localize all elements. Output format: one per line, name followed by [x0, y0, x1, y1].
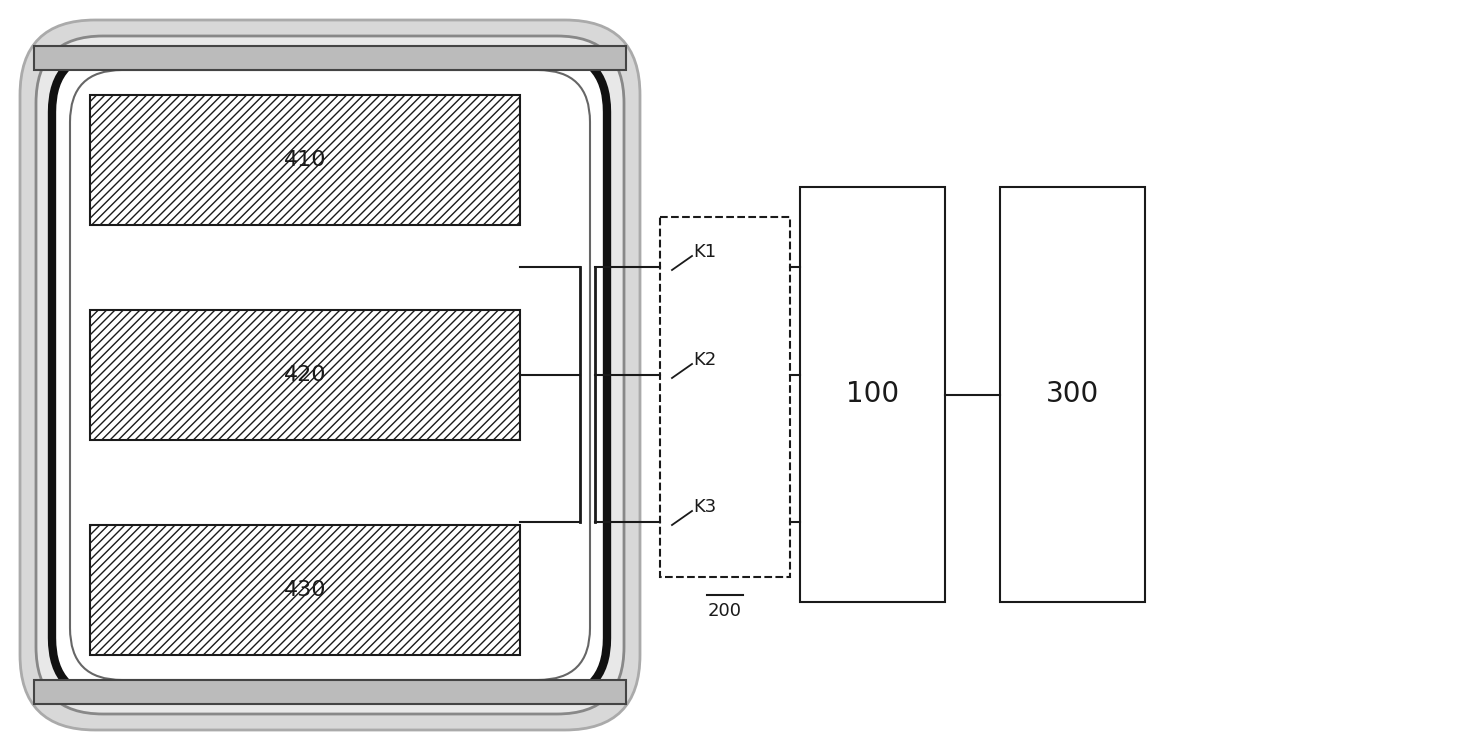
FancyBboxPatch shape: [70, 70, 589, 680]
FancyBboxPatch shape: [37, 36, 625, 714]
Text: 200: 200: [708, 602, 742, 620]
FancyBboxPatch shape: [21, 20, 641, 730]
Bar: [800, 187, 946, 602]
Text: 300: 300: [1045, 381, 1100, 409]
Text: 430: 430: [284, 580, 327, 600]
Bar: [660, 217, 790, 577]
Text: K3: K3: [693, 498, 717, 516]
Text: 420: 420: [284, 365, 327, 385]
Bar: [1000, 187, 1145, 602]
Text: K1: K1: [693, 243, 715, 261]
Bar: [34, 46, 626, 70]
Bar: [89, 95, 520, 225]
FancyBboxPatch shape: [51, 52, 607, 698]
Bar: [89, 310, 520, 440]
Bar: [34, 680, 626, 704]
Text: 100: 100: [846, 381, 899, 409]
Text: K2: K2: [693, 351, 717, 369]
Text: 410: 410: [284, 150, 327, 170]
Bar: [89, 525, 520, 655]
